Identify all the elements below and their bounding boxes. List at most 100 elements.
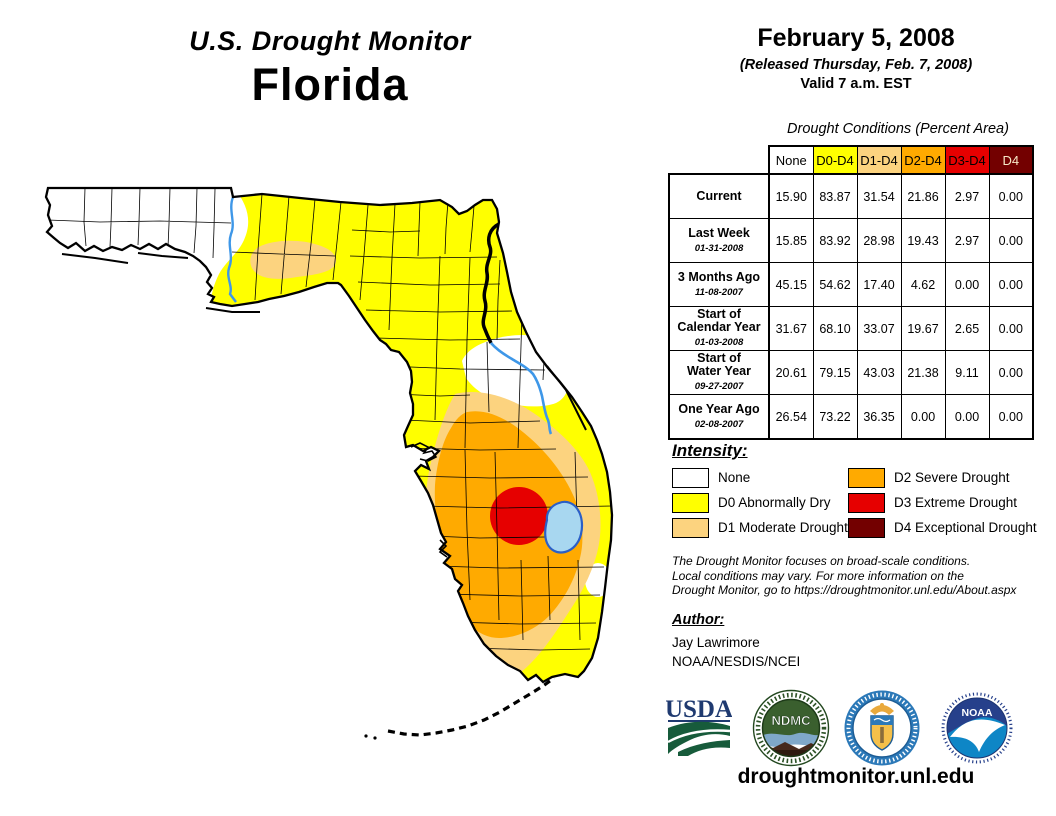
value-cell: 2.65: [944, 306, 990, 351]
lake-okeechobee: [544, 500, 584, 554]
legend-swatch-d4: [848, 518, 885, 538]
noaa-logo-text: NOAA: [962, 707, 993, 719]
disclaimer-text: The Drought Monitor focuses on broad-sca…: [672, 554, 1042, 598]
value-cell: 19.43: [900, 218, 946, 263]
table-row-start-calendar-year: Start of Calendar Year 01-03-2008 31.67 6…: [668, 306, 1034, 351]
coastal-lagoons: [61, 252, 587, 431]
value-cell: 0.00: [988, 350, 1034, 395]
usda-lower-band: [678, 740, 730, 756]
value-cell: 0.00: [988, 173, 1034, 219]
blank-corner-cell: [669, 146, 769, 174]
disclaimer-line: Drought Monitor, go to https://droughtmo…: [672, 583, 1017, 597]
author-name: Jay Lawrimore: [672, 635, 760, 650]
row-label: One Year Ago 02-08-2007: [668, 394, 770, 440]
row-label: Current: [668, 173, 770, 219]
table-row-last-week: Last Week 01-31-2008 15.85 83.92 28.98 19…: [668, 218, 1034, 263]
row-label: Last Week 01-31-2008: [668, 218, 770, 263]
value-cell: 0.00: [988, 262, 1034, 307]
noaa-inner-art: [947, 698, 1007, 758]
table-row-3-months-ago: 3 Months Ago 11-08-2007 45.15 54.62 17.40…: [668, 262, 1034, 307]
value-cell: 83.87: [812, 173, 858, 219]
table-row-one-year-ago: One Year Ago 02-08-2007 26.54 73.22 36.35…: [668, 394, 1034, 440]
value-cell: 0.00: [988, 218, 1034, 263]
date-block: February 5, 2008 (Released Thursday, Feb…: [660, 24, 1052, 92]
column-header-d3-d4: D3-D4: [944, 145, 990, 175]
map-date: February 5, 2008: [757, 24, 955, 52]
valid-time-note: Valid 7 a.m. EST: [800, 76, 912, 92]
legend-swatch-d2: [848, 468, 885, 488]
legend-label-d1: D1 Moderate Drought: [718, 520, 848, 535]
value-cell: 26.54: [768, 394, 814, 440]
value-cell: 21.86: [900, 173, 946, 219]
column-header-d4: D4: [988, 145, 1034, 175]
d1-moderate-drought-panhandle: [250, 240, 337, 279]
st-johns-river-upper: [481, 222, 500, 344]
disclaimer-line: Local conditions may vary. For more info…: [672, 568, 964, 583]
column-header-none: None: [768, 145, 814, 175]
table-row-current: Current 15.90 83.87 31.54 21.86 2.97 0.0…: [668, 173, 1034, 219]
ndmc-logo-text: NDMC: [772, 713, 812, 728]
intensity-heading: Intensity:: [672, 441, 748, 460]
tampa-bay-inlets: [410, 442, 448, 558]
value-cell: 31.54: [856, 173, 902, 219]
doc-eagle: [870, 705, 894, 715]
value-cell: 0.00: [900, 394, 946, 440]
row-label: 3 Months Ago 11-08-2007: [668, 262, 770, 307]
legend-label-none: None: [718, 470, 751, 485]
department-of-commerce-seal-icon: [844, 690, 920, 766]
usda-underline: [668, 720, 730, 722]
ndmc-logo: NDMC: [752, 689, 830, 767]
florida-keys: [387, 676, 555, 737]
key-islet: [364, 734, 368, 738]
ndmc-river-band: [762, 732, 820, 747]
drought-fill-layer: [46, 188, 612, 682]
noaa-ring-text: [941, 692, 1013, 764]
value-cell: 31.67: [768, 306, 814, 351]
value-cell: 21.38: [900, 350, 946, 395]
table-row-start-water-year: Start of Water Year 09-27-2007 20.61 79.1…: [668, 350, 1034, 395]
column-header-d1-d4: D1-D4: [856, 145, 902, 175]
footer-url: droughtmonitor.unl.edu: [737, 765, 975, 788]
county-boundaries: [47, 188, 612, 651]
table-caption: Drought Conditions (Percent Area): [787, 121, 1009, 137]
noaa-seagull: [950, 719, 1005, 752]
st-johns-river-lower: [490, 342, 553, 435]
value-cell: 43.03: [856, 350, 902, 395]
d3-extreme-drought-area: [490, 487, 548, 545]
map-title-block: U.S. Drought Monitor Florida: [60, 26, 600, 111]
legend-swatch-d0: [672, 493, 709, 513]
florida-state-outline: [44, 186, 614, 684]
apalachicola-river: [227, 196, 237, 303]
value-cell: 4.62: [900, 262, 946, 307]
usda-logo-text: USDA: [666, 696, 732, 723]
disclaimer-line: The Drought Monitor focuses on broad-sca…: [672, 554, 971, 568]
value-cell: 73.22: [812, 394, 858, 440]
column-header-d0-d4: D0-D4: [812, 145, 858, 175]
value-cell: 0.00: [988, 394, 1034, 440]
value-cell: 19.67: [900, 306, 946, 351]
usda-logo: USDA: [666, 696, 732, 756]
region-title: Florida: [251, 59, 409, 110]
value-cell: 2.97: [944, 173, 990, 219]
value-cell: 0.00: [988, 306, 1034, 351]
legend-label-d2: D2 Severe Drought: [894, 470, 1010, 485]
noaa-logo: NOAA: [939, 690, 1015, 766]
usda-swoosh: [667, 729, 731, 744]
report-title: U.S. Drought Monitor: [189, 26, 471, 56]
key-islet: [373, 736, 377, 740]
doc-ship: [873, 717, 891, 723]
value-cell: 33.07: [856, 306, 902, 351]
value-cell: 15.90: [768, 173, 814, 219]
legend-label-d4: D4 Exceptional Drought: [894, 520, 1037, 535]
doc-column: [880, 727, 884, 743]
value-cell: 36.35: [856, 394, 902, 440]
value-cell: 79.15: [812, 350, 858, 395]
value-cell: 0.00: [944, 394, 990, 440]
value-cell: 15.85: [768, 218, 814, 263]
doc-ring-text: [846, 692, 918, 764]
value-cell: 83.92: [812, 218, 858, 263]
legend-swatch-d1: [672, 518, 709, 538]
ndmc-ring-text: [755, 692, 827, 764]
value-cell: 54.62: [812, 262, 858, 307]
